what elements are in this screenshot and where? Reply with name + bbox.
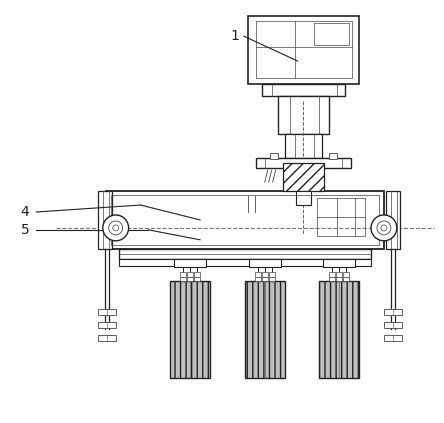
Bar [282,163,324,191]
Bar [296,191,311,205]
Bar [329,154,337,159]
Bar [187,272,193,277]
Bar [269,277,275,280]
Bar [262,272,268,277]
Circle shape [109,221,123,235]
Text: 1: 1 [230,29,239,43]
Bar [323,259,355,266]
Circle shape [113,225,119,231]
Bar [180,272,186,277]
Bar [314,23,349,45]
Bar [343,272,349,277]
Bar [98,335,116,341]
Bar [329,272,335,277]
Bar [187,277,193,280]
Bar [174,259,206,266]
Circle shape [371,215,397,241]
Bar [255,277,261,280]
Bar [106,191,384,249]
Bar [98,309,116,315]
Bar [119,249,371,259]
Bar [180,277,186,280]
Bar [256,158,351,168]
Bar [336,272,342,277]
Bar [248,16,359,84]
Bar [194,272,200,277]
Bar [262,84,345,96]
Bar [319,280,359,378]
Bar [386,191,400,249]
Bar [111,195,379,245]
Bar [256,21,352,78]
Bar [269,272,275,277]
Bar [194,277,200,280]
Bar [98,322,116,328]
Bar [336,277,342,280]
Circle shape [103,215,129,241]
Bar [317,198,365,236]
Bar [98,191,112,249]
Bar [249,259,281,266]
Bar [255,272,261,277]
Bar [384,322,402,328]
Text: 4: 4 [20,205,29,219]
Bar [329,277,335,280]
Bar [270,154,278,159]
Bar [384,335,402,341]
Bar [384,309,402,315]
Bar [285,134,322,158]
Circle shape [381,225,387,231]
Bar [119,259,371,266]
Bar [245,280,285,378]
Bar [170,280,210,378]
Circle shape [377,221,391,235]
Text: 5: 5 [20,223,29,237]
Bar [343,277,349,280]
Bar [262,277,268,280]
Bar [278,96,329,134]
